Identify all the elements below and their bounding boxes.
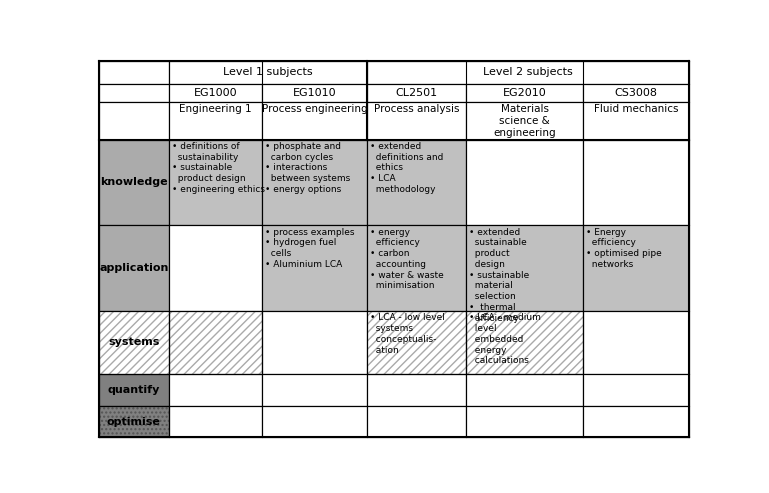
Text: CS3008: CS3008: [614, 88, 657, 98]
Bar: [262, 102, 367, 140]
Text: • energy
  efficiency
• carbon
  accounting
• water & waste
  minimisation: • energy efficiency • carbon accounting …: [370, 228, 444, 290]
Bar: [168, 311, 262, 374]
Bar: [168, 102, 262, 140]
Text: • extended
  definitions and
  ethics
• LCA
  methodology: • extended definitions and ethics • LCA …: [370, 142, 443, 194]
Text: knowledge: knowledge: [100, 177, 168, 187]
Bar: [262, 225, 367, 311]
Bar: [466, 374, 583, 406]
Text: Process analysis: Process analysis: [374, 104, 459, 114]
Text: Level 2 subjects: Level 2 subjects: [483, 68, 573, 77]
Bar: [466, 406, 583, 437]
Text: EG1000: EG1000: [194, 88, 237, 98]
Bar: [99, 61, 168, 84]
Bar: [99, 140, 168, 225]
Bar: [168, 140, 262, 225]
Bar: [99, 406, 168, 437]
Bar: [262, 374, 367, 406]
Text: Level 1 subjects: Level 1 subjects: [223, 68, 313, 77]
Bar: [466, 225, 583, 311]
Bar: [583, 84, 689, 102]
Bar: [262, 140, 367, 225]
Text: Fluid mechanics: Fluid mechanics: [594, 104, 678, 114]
Text: quantify: quantify: [108, 385, 160, 395]
Bar: [367, 102, 466, 140]
Bar: [466, 140, 583, 225]
Bar: [99, 102, 168, 140]
Bar: [466, 84, 583, 102]
Text: • phosphate and
  carbon cycles
• interactions
  between systems
• energy option: • phosphate and carbon cycles • interact…: [265, 142, 350, 194]
Bar: [168, 311, 262, 374]
Bar: [262, 406, 367, 437]
Bar: [367, 61, 689, 84]
Bar: [262, 84, 367, 102]
Text: • extended
  sustainable
  product
  design
• sustainable
  material
  selection: • extended sustainable product design • …: [469, 228, 529, 322]
Bar: [168, 61, 367, 84]
Bar: [99, 225, 168, 311]
Bar: [583, 225, 689, 311]
Bar: [583, 406, 689, 437]
Bar: [583, 311, 689, 374]
Text: EG1010: EG1010: [293, 88, 336, 98]
Text: • LCA - low level
  systems
  conceptualis-
  ation: • LCA - low level systems conceptualis- …: [370, 314, 444, 354]
Text: application: application: [99, 263, 168, 273]
Bar: [99, 311, 168, 374]
Bar: [99, 311, 168, 374]
Text: • definitions of
  sustainability
• sustainable
  product design
• engineering e: • definitions of sustainability • sustai…: [171, 142, 265, 194]
Bar: [367, 225, 466, 311]
Bar: [583, 140, 689, 225]
Text: Materials
science &
engineering: Materials science & engineering: [493, 104, 556, 138]
Bar: [99, 374, 168, 406]
Bar: [367, 140, 466, 225]
Bar: [168, 225, 262, 311]
Text: optimise: optimise: [107, 417, 161, 426]
Bar: [367, 406, 466, 437]
Bar: [168, 84, 262, 102]
Bar: [367, 374, 466, 406]
Bar: [367, 84, 466, 102]
Text: CL2501: CL2501: [395, 88, 438, 98]
Bar: [367, 311, 466, 374]
Bar: [583, 102, 689, 140]
Bar: [466, 311, 583, 374]
Text: • Energy
  efficiency
• optimised pipe
  networks: • Energy efficiency • optimised pipe net…: [586, 228, 661, 269]
Bar: [466, 102, 583, 140]
Bar: [168, 374, 262, 406]
Bar: [99, 84, 168, 102]
Text: Process engineering: Process engineering: [261, 104, 368, 114]
Text: Engineering 1: Engineering 1: [179, 104, 251, 114]
Bar: [367, 311, 466, 374]
Bar: [466, 311, 583, 374]
Text: systems: systems: [108, 337, 160, 348]
Text: • LCA - medium
  level
  embedded
  energy
  calculations: • LCA - medium level embedded energy cal…: [469, 314, 541, 365]
Bar: [99, 406, 168, 437]
Text: • process examples
• hydrogen fuel
  cells
• Aluminium LCA: • process examples • hydrogen fuel cells…: [265, 228, 355, 269]
Text: EG2010: EG2010: [503, 88, 547, 98]
Bar: [262, 311, 367, 374]
Bar: [168, 406, 262, 437]
Bar: [583, 374, 689, 406]
